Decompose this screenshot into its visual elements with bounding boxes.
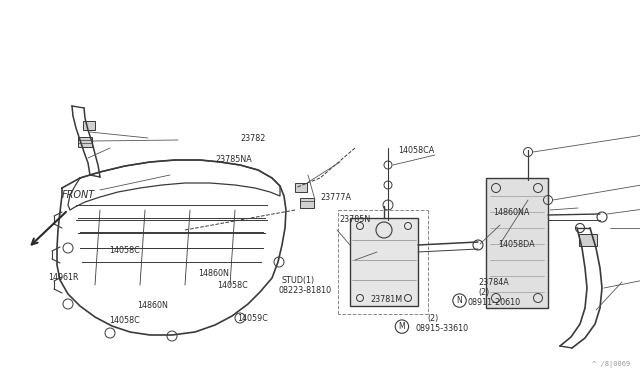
Bar <box>300 198 314 208</box>
Text: 14058C: 14058C <box>109 316 140 325</box>
Text: 23781M: 23781M <box>370 295 402 304</box>
Text: 14061R: 14061R <box>48 273 79 282</box>
Text: 14058C: 14058C <box>109 246 140 254</box>
Text: (2): (2) <box>479 288 490 297</box>
Bar <box>486 178 548 308</box>
Text: FRONT: FRONT <box>62 190 95 200</box>
Text: 08915-33610: 08915-33610 <box>416 324 469 333</box>
Bar <box>350 218 418 306</box>
Text: 23784A: 23784A <box>479 278 509 287</box>
Text: 23777A: 23777A <box>320 193 351 202</box>
Text: 14860N: 14860N <box>138 301 168 310</box>
Text: (2): (2) <box>428 314 439 323</box>
Text: M: M <box>399 322 405 331</box>
Text: 23785NA: 23785NA <box>216 155 252 164</box>
Bar <box>295 183 307 192</box>
Text: 14860N: 14860N <box>198 269 229 278</box>
Text: N: N <box>457 296 462 305</box>
Text: 23782: 23782 <box>240 134 266 143</box>
Bar <box>579 234 597 246</box>
Bar <box>78 137 92 147</box>
Text: STUD(1): STUD(1) <box>282 276 315 285</box>
Text: 23785N: 23785N <box>339 215 371 224</box>
Text: 14059C: 14059C <box>237 314 268 323</box>
Text: 14058C: 14058C <box>218 281 248 290</box>
Text: ^ /8|0069: ^ /8|0069 <box>592 361 630 368</box>
Bar <box>83 121 95 130</box>
Text: 08223-81810: 08223-81810 <box>278 286 332 295</box>
Text: 14058DA: 14058DA <box>498 240 534 249</box>
Text: 14058CA: 14058CA <box>398 146 435 155</box>
Text: 08911-20610: 08911-20610 <box>467 298 520 307</box>
Text: 14860NA: 14860NA <box>493 208 529 217</box>
